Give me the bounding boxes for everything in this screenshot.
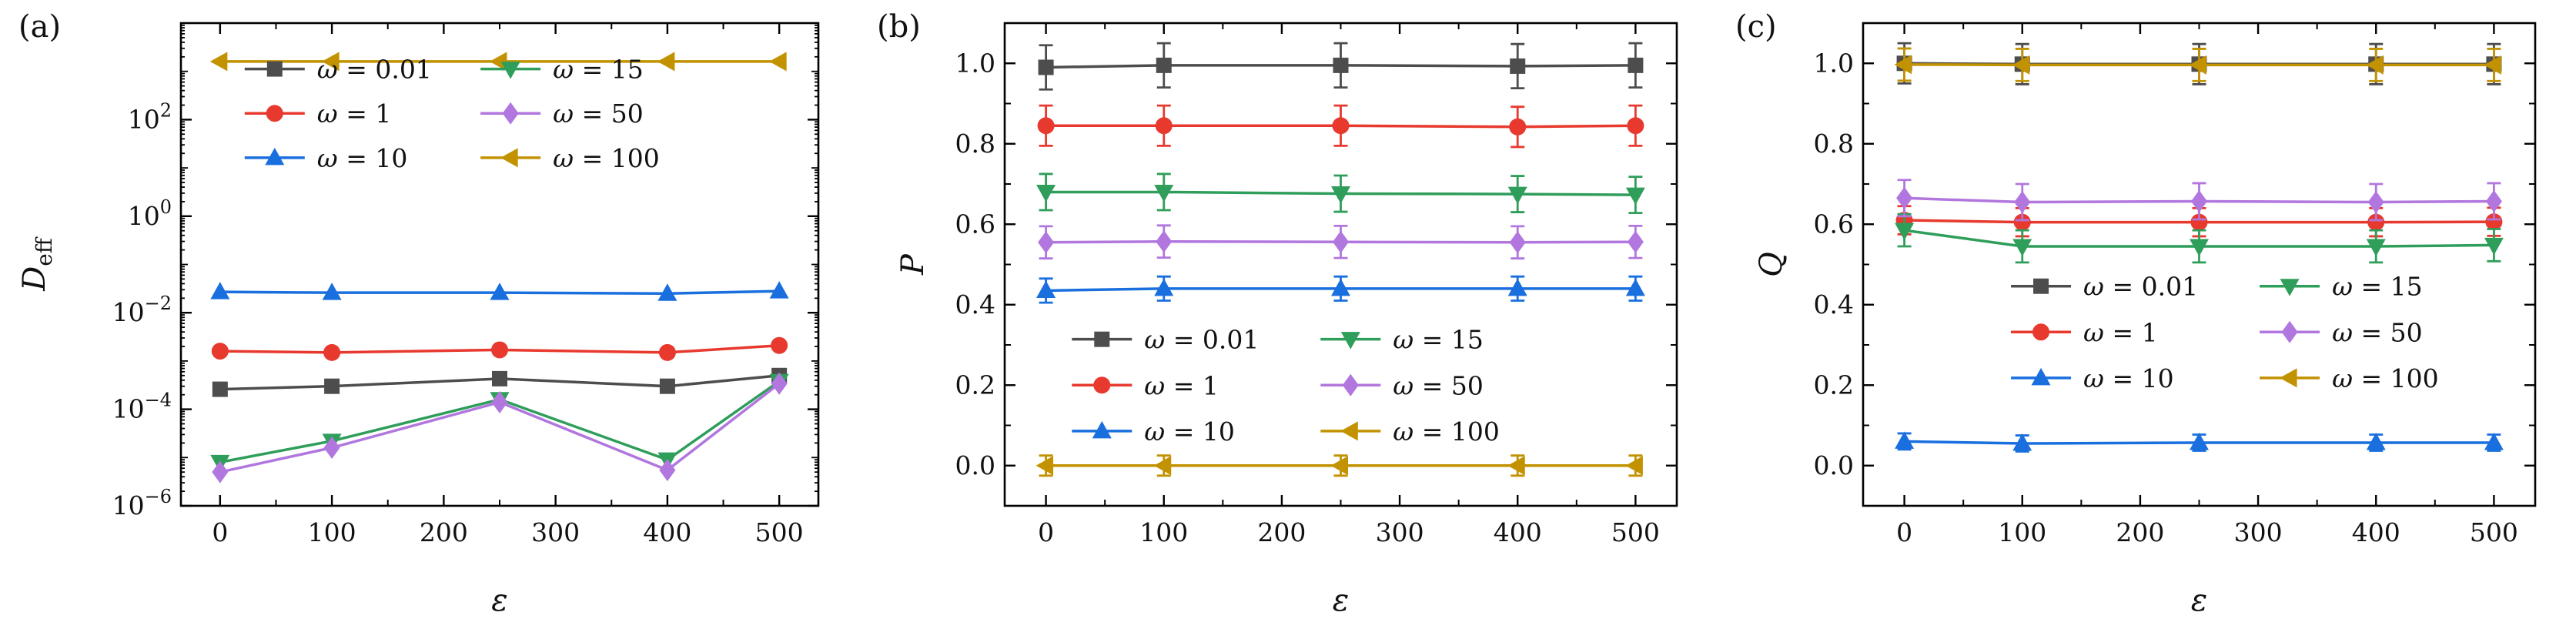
x-axis-label: ε — [2191, 583, 2207, 618]
svg-text:ω = 0.01: ω = 0.01 — [317, 55, 432, 85]
svg-text:ω = 50: ω = 50 — [1393, 370, 1484, 400]
svg-text:200: 200 — [2116, 517, 2164, 547]
series-1 — [1037, 104, 1644, 149]
svg-text:10−2: 10−2 — [112, 293, 172, 327]
svg-text:1.0: 1.0 — [1814, 48, 1854, 78]
svg-text:ω = 10: ω = 10 — [2083, 363, 2174, 393]
svg-text:ω = 1: ω = 1 — [2083, 317, 2158, 347]
svg-text:100: 100 — [1139, 517, 1188, 547]
plot-area: 0 100 200 300 400 500 10−6 10−4 10−2 100 102 ω = 0.… — [17, 22, 820, 618]
legend: ω = 0.01 ω = 1 ω = 10 ω = 15 ω = 50 ω = 100 — [244, 55, 660, 173]
plot-area: 0 100 200 300 400 500 0.0 0.2 0.4 0.6 0.8 1.0 ω = 0.… — [1754, 22, 2537, 618]
svg-text:ω = 10: ω = 10 — [317, 143, 408, 173]
panel-label: (c) — [1735, 9, 1777, 45]
svg-text:ω = 15: ω = 15 — [2332, 272, 2423, 302]
svg-text:100: 100 — [128, 196, 172, 231]
svg-text:500: 500 — [755, 517, 804, 547]
svg-text:1.0: 1.0 — [955, 48, 995, 78]
svg-text:0.8: 0.8 — [955, 129, 995, 159]
legend: ω = 0.01 ω = 1 ω = 10 ω = 15 ω = 50 ω = 100 — [1072, 325, 1500, 447]
series-4 — [1896, 179, 2502, 222]
svg-text:0.2: 0.2 — [1814, 370, 1854, 400]
svg-text:0: 0 — [1896, 517, 1912, 547]
series-5 — [209, 52, 787, 72]
panel-c: (c) 0 100 200 300 400 500 0.0 0.2 0.4 0.6 0.8 1.0 ω … — [1717, 0, 2575, 629]
svg-text:300: 300 — [2234, 517, 2283, 547]
svg-text:500: 500 — [2470, 517, 2518, 547]
svg-text:ω = 100: ω = 100 — [1393, 417, 1500, 447]
svg-text:ω = 15: ω = 15 — [553, 55, 644, 85]
svg-text:0.4: 0.4 — [1814, 289, 1854, 320]
svg-text:200: 200 — [1257, 517, 1306, 547]
svg-text:0.0: 0.0 — [955, 450, 995, 480]
chart-c-svg: 0 100 200 300 400 500 0.0 0.2 0.4 0.6 0.8 1.0 ω = 0.… — [1754, 22, 2537, 618]
series-5 — [1894, 47, 2501, 82]
svg-text:200: 200 — [420, 517, 468, 547]
svg-text:0.8: 0.8 — [1814, 129, 1854, 159]
y-axis-label: P — [895, 253, 931, 276]
svg-text:ω = 50: ω = 50 — [2332, 317, 2423, 347]
series-3 — [1895, 212, 2504, 264]
svg-text:400: 400 — [1494, 517, 1542, 547]
series-3 — [1036, 172, 1645, 215]
svg-text:ω = 1: ω = 1 — [1144, 370, 1219, 400]
svg-text:ω = 0.01: ω = 0.01 — [2083, 272, 2198, 302]
panel-b: (b) 0 100 200 300 400 500 0.0 0.2 0.4 0.6 0.8 1.0 ω … — [858, 0, 1717, 629]
svg-text:ω = 0.01: ω = 0.01 — [1144, 325, 1259, 355]
series-5 — [1035, 454, 1643, 477]
panel-a: (a) 0 100 200 300 400 500 10−6 10−4 10−2 100 102 ω … — [0, 0, 858, 629]
svg-text:100: 100 — [308, 517, 356, 547]
chart-b-svg: 0 100 200 300 400 500 0.0 0.2 0.4 0.6 0.8 1.0 ω = 0.… — [895, 22, 1678, 618]
svg-text:300: 300 — [1376, 517, 1424, 547]
svg-text:400: 400 — [643, 517, 691, 547]
y-axis-label: Q — [1754, 252, 1789, 277]
svg-text:100: 100 — [1998, 517, 2046, 547]
series-2 — [210, 281, 789, 301]
svg-text:ω = 10: ω = 10 — [1144, 417, 1235, 447]
svg-text:ω = 1: ω = 1 — [317, 99, 392, 129]
series-3 — [210, 373, 789, 473]
svg-text:300: 300 — [531, 517, 580, 547]
panel-label: (a) — [18, 9, 62, 45]
series-2 — [1895, 431, 2504, 453]
series-1 — [211, 336, 788, 361]
svg-text:0.2: 0.2 — [955, 370, 995, 400]
chart-a-svg: 0 100 200 300 400 500 10−6 10−4 10−2 100 102 ω = 0.… — [17, 22, 820, 618]
svg-text:10−6: 10−6 — [112, 486, 172, 520]
series-0 — [212, 367, 788, 397]
series-2 — [1036, 275, 1645, 304]
svg-text:ω = 50: ω = 50 — [553, 99, 644, 129]
legend: ω = 0.01 ω = 1 ω = 10 ω = 15 ω = 50 ω = 100 — [2011, 272, 2439, 393]
svg-text:ω = 100: ω = 100 — [2332, 363, 2439, 393]
svg-text:0: 0 — [1038, 517, 1054, 547]
svg-text:ω = 15: ω = 15 — [1393, 325, 1484, 355]
svg-text:0.6: 0.6 — [1814, 209, 1854, 239]
svg-text:0.6: 0.6 — [955, 209, 995, 239]
x-axis-label: ε — [491, 583, 507, 618]
series-4 — [1038, 224, 1644, 260]
series-4 — [212, 372, 788, 483]
series-0 — [1038, 42, 1644, 91]
svg-text:0.0: 0.0 — [1814, 450, 1854, 480]
svg-text:10−4: 10−4 — [112, 390, 172, 424]
svg-text:0: 0 — [212, 517, 228, 547]
y-axis-label: Deff — [17, 236, 57, 292]
x-axis-label: ε — [1333, 583, 1349, 618]
svg-text:0.4: 0.4 — [955, 289, 995, 320]
plot-area: 0 100 200 300 400 500 0.0 0.2 0.4 0.6 0.8 1.0 ω = 0.… — [895, 22, 1678, 618]
svg-text:400: 400 — [2352, 517, 2400, 547]
svg-text:102: 102 — [128, 99, 172, 134]
svg-text:500: 500 — [1611, 517, 1660, 547]
svg-text:ω = 100: ω = 100 — [553, 143, 660, 173]
panel-label: (b) — [877, 9, 921, 45]
